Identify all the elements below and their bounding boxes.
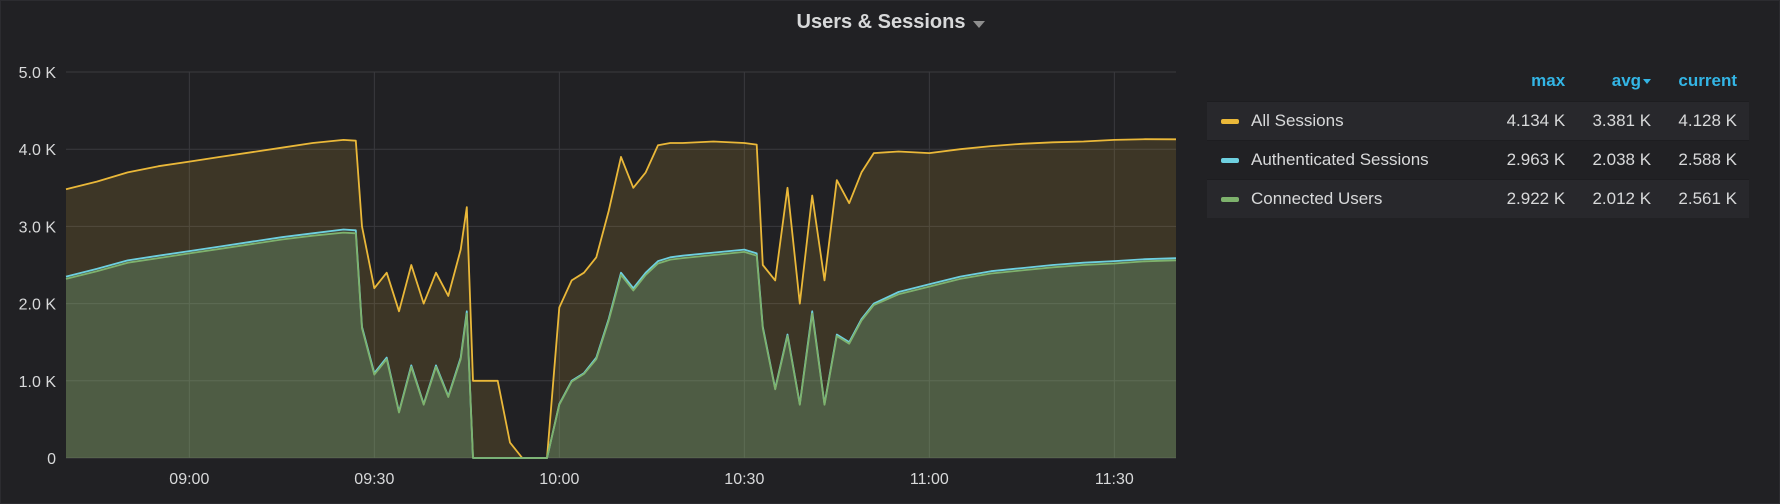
panel-header: Users & Sessions (1, 11, 1780, 34)
series-color-swatch[interactable] (1221, 119, 1239, 125)
legend-row-authenticated-sessions[interactable]: Authenticated Sessions 2.963 K 2.038 K 2… (1207, 140, 1749, 180)
legend-series-name[interactable]: Connected Users (1251, 189, 1383, 208)
legend-current-value: 4.128 K (1663, 101, 1749, 141)
y-tick-label: 5.0 K (19, 65, 57, 82)
series-color-swatch[interactable] (1221, 197, 1239, 203)
legend-row-connected-users[interactable]: Connected Users 2.922 K 2.012 K 2.561 K (1207, 179, 1749, 218)
legend-max-value: 2.963 K (1491, 140, 1578, 180)
legend-series-name[interactable]: Authenticated Sessions (1251, 150, 1429, 169)
legend-series-name[interactable]: All Sessions (1251, 111, 1344, 130)
series-area-connected-users (66, 232, 1176, 458)
legend-avg-value: 2.038 K (1577, 140, 1664, 180)
panel-title-button[interactable]: Users & Sessions (797, 11, 986, 34)
y-tick-label: 0 (47, 451, 56, 468)
x-tick-label: 11:00 (910, 471, 949, 488)
legend-current-value: 2.561 K (1663, 179, 1749, 218)
y-tick-label: 4.0 K (19, 142, 57, 159)
x-tick-label: 09:30 (354, 471, 394, 488)
chevron-down-icon (973, 20, 986, 28)
y-tick-label: 2.0 K (19, 297, 57, 314)
legend-max-value: 2.922 K (1491, 179, 1578, 218)
legend-table: max avg current All Sessions 4.134 K 3.3… (1207, 69, 1749, 218)
legend-current-value: 2.588 K (1663, 140, 1749, 180)
panel-title: Users & Sessions (796, 11, 966, 33)
series-area-authenticated-sessions (66, 229, 1176, 458)
legend-max-value: 4.134 K (1491, 101, 1578, 141)
x-tick-label: 11:30 (1095, 471, 1134, 488)
series-line-all-sessions (65, 138, 1177, 459)
legend-row-all-sessions[interactable]: All Sessions 4.134 K 3.381 K 4.128 K (1207, 101, 1749, 141)
legend-header-avg[interactable]: avg (1577, 69, 1663, 102)
x-tick-label: 10:00 (539, 471, 579, 488)
series-area-all-sessions (66, 139, 1176, 458)
sort-desc-icon (1643, 79, 1652, 85)
series-color-swatch[interactable] (1221, 158, 1239, 164)
legend-header-max[interactable]: max (1531, 71, 1566, 90)
legend-avg-value: 2.012 K (1577, 179, 1664, 218)
legend-header-current[interactable]: current (1678, 71, 1737, 90)
y-tick-label: 1.0 K (19, 374, 57, 391)
x-tick-label: 09:00 (169, 471, 209, 488)
legend-header-name (1207, 69, 1491, 102)
y-tick-label: 3.0 K (19, 219, 57, 236)
x-tick-label: 10:30 (724, 471, 764, 488)
series-line-connected-users (65, 231, 1177, 459)
chart-area[interactable]: 0 1.0 K 2.0 K 3.0 K 4.0 K 5.0 K 09:00 09:30 10:0… (1, 41, 1201, 503)
legend-avg-value: 3.381 K (1577, 101, 1664, 141)
